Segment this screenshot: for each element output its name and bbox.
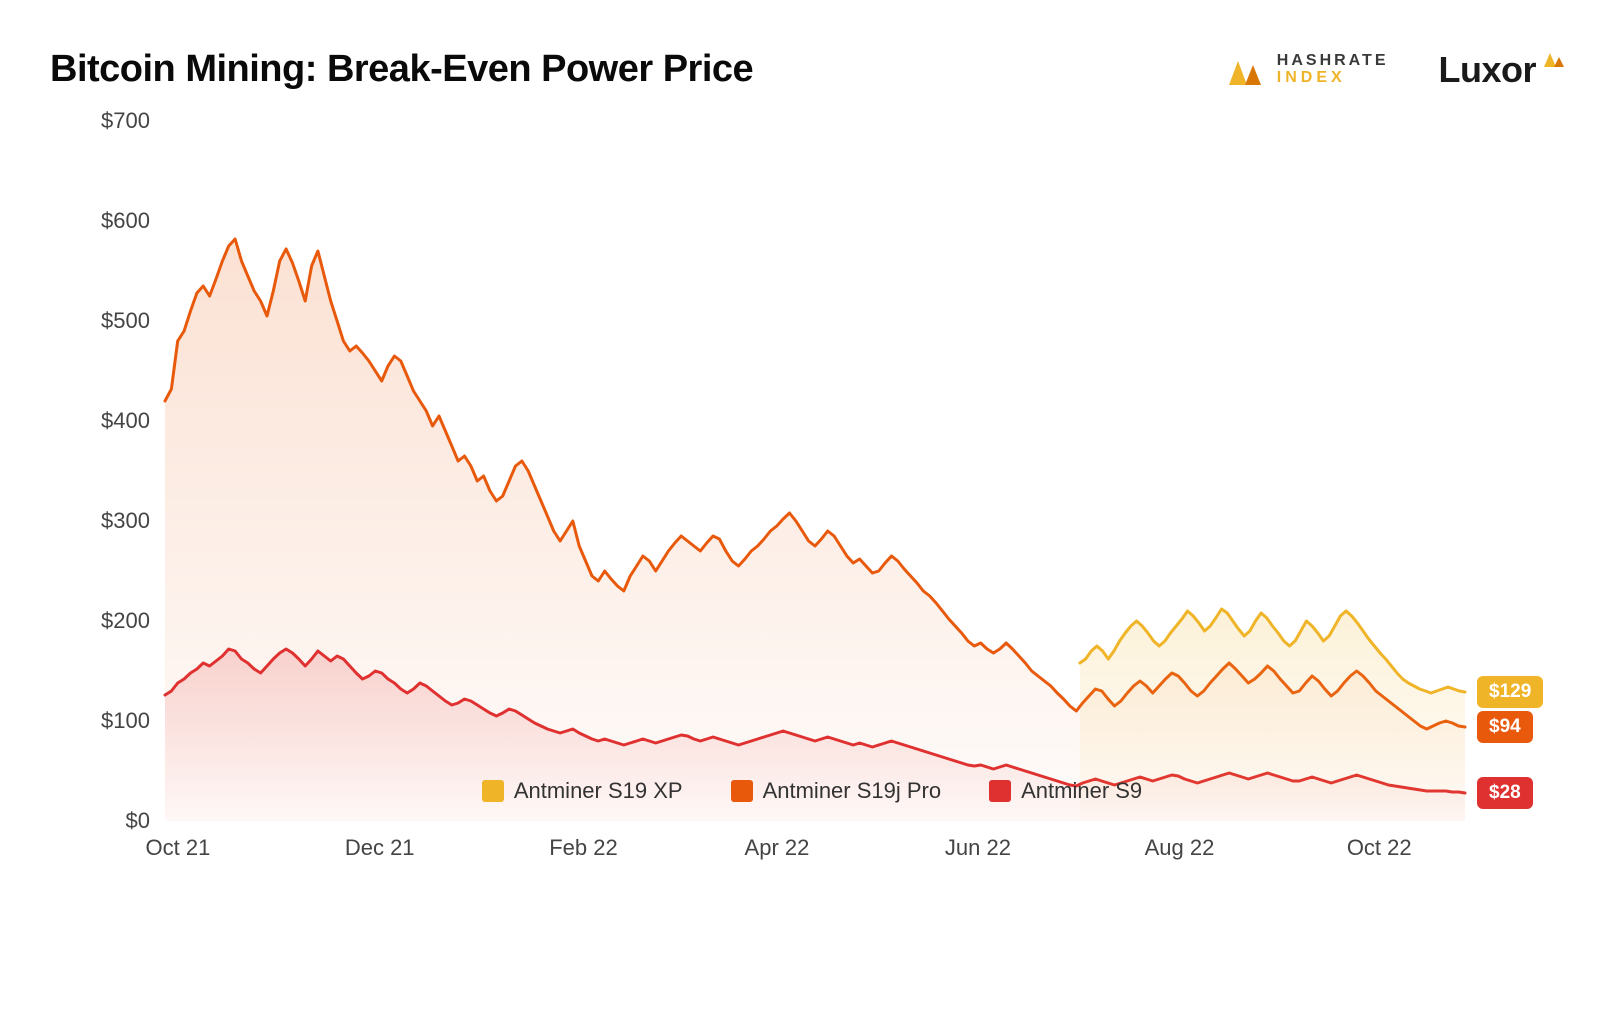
chart-legend: Antminer S19 XP Antminer S19j Pro Antminer… bbox=[0, 778, 1624, 804]
y-tick-label: $400 bbox=[70, 408, 150, 434]
legend-swatch bbox=[731, 780, 753, 802]
x-tick-label: Dec 21 bbox=[345, 835, 415, 861]
x-tick-label: Oct 22 bbox=[1347, 835, 1412, 861]
legend-swatch bbox=[482, 780, 504, 802]
legend-item: Antminer S19 XP bbox=[482, 778, 683, 804]
luxor-logo: Luxor bbox=[1438, 49, 1564, 91]
hashrate-text: HASHRATE INDEX bbox=[1277, 53, 1389, 87]
y-tick-label: $700 bbox=[70, 108, 150, 134]
x-tick-label: Feb 22 bbox=[549, 835, 618, 861]
header: Bitcoin Mining: Break-Even Power Price H… bbox=[40, 48, 1564, 91]
hashrate-line1: HASHRATE bbox=[1277, 53, 1389, 70]
x-tick-label: Jun 22 bbox=[945, 835, 1011, 861]
end-badge: $94 bbox=[1477, 711, 1533, 743]
chart-plot: $0 $100 $200 $300 $400 $500 $600 $700 Oct 21 Dec … bbox=[40, 101, 1564, 891]
legend-item: Antminer S9 bbox=[989, 778, 1142, 804]
y-tick-label: $300 bbox=[70, 508, 150, 534]
legend-label: Antminer S19 XP bbox=[514, 778, 683, 804]
y-tick-label: $0 bbox=[70, 808, 150, 834]
luxor-icon bbox=[1542, 49, 1564, 74]
legend-label: Antminer S9 bbox=[1021, 778, 1142, 804]
logos-group: HASHRATE INDEX Luxor bbox=[1223, 49, 1564, 91]
end-badge: $129 bbox=[1477, 676, 1543, 708]
y-tick-label: $100 bbox=[70, 708, 150, 734]
x-tick-label: Aug 22 bbox=[1145, 835, 1215, 861]
chart-title: Bitcoin Mining: Break-Even Power Price bbox=[50, 48, 753, 91]
hashrate-icon bbox=[1223, 51, 1265, 89]
series-antminer-s19-xp bbox=[165, 121, 1465, 821]
hashrate-index-logo: HASHRATE INDEX bbox=[1223, 51, 1389, 89]
y-tick-label: $500 bbox=[70, 308, 150, 334]
x-tick-label: Apr 22 bbox=[745, 835, 810, 861]
x-tick-label: Oct 21 bbox=[146, 835, 211, 861]
luxor-text: Luxor bbox=[1438, 49, 1536, 91]
legend-label: Antminer S19j Pro bbox=[763, 778, 942, 804]
legend-item: Antminer S19j Pro bbox=[731, 778, 942, 804]
chart-container: Bitcoin Mining: Break-Even Power Price H… bbox=[0, 0, 1624, 1018]
y-tick-label: $200 bbox=[70, 608, 150, 634]
hashrate-line2: INDEX bbox=[1277, 70, 1389, 87]
y-tick-label: $600 bbox=[70, 208, 150, 234]
legend-swatch bbox=[989, 780, 1011, 802]
